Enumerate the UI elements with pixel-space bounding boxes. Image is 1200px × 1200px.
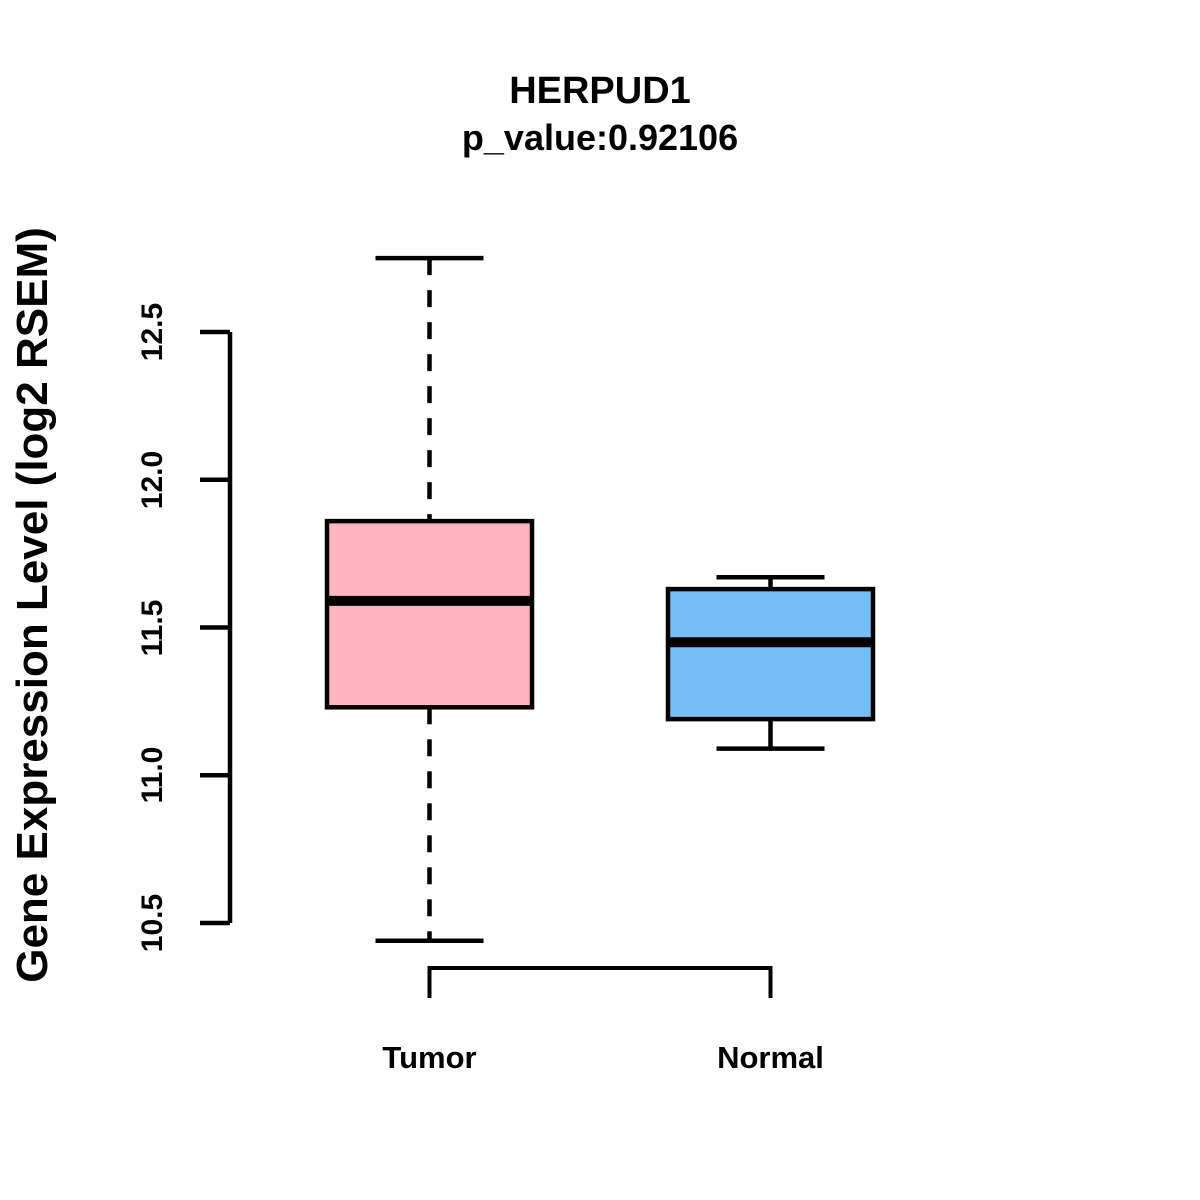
x-category-label-normal: Normal xyxy=(717,1040,824,1075)
box-tumor xyxy=(324,518,535,710)
x-category-label-tumor: Tumor xyxy=(382,1040,477,1075)
box-normal xyxy=(665,586,876,722)
x-axis-bracket xyxy=(427,966,773,998)
y-tick-label: 11.0 xyxy=(136,746,169,804)
chart-subtitle: p_value:0.92106 xyxy=(461,117,739,158)
y-tick-label: 12.5 xyxy=(136,302,169,362)
y-tick-label: 11.5 xyxy=(136,599,169,656)
y-tick-label: 12.0 xyxy=(136,450,169,509)
y-tick-label: 10.5 xyxy=(136,893,169,953)
chart-title: HERPUD1 xyxy=(509,70,691,112)
